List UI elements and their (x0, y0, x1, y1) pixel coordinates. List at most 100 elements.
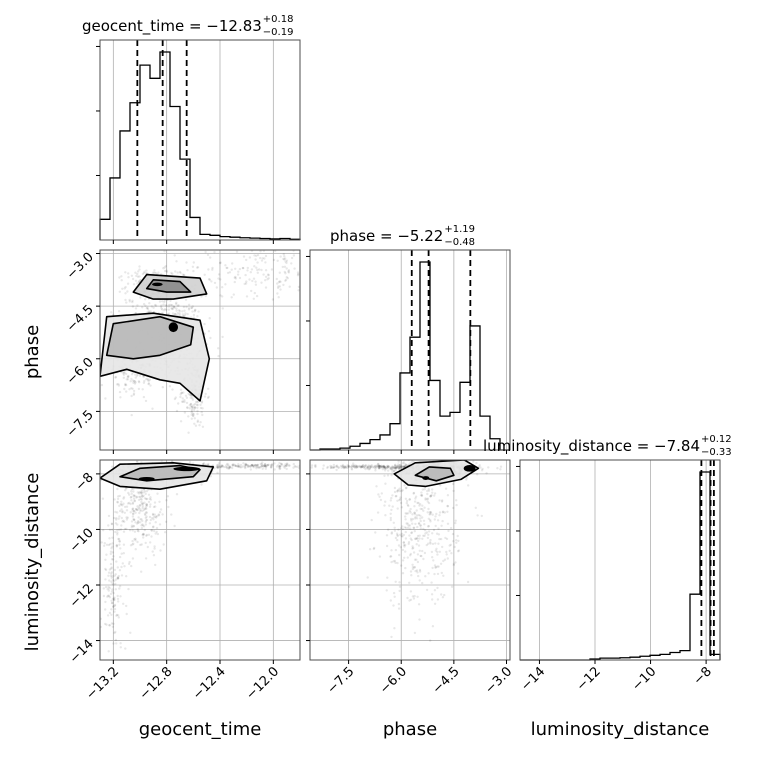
scatter-point (399, 501, 403, 505)
scatter-point (397, 544, 401, 547)
scatter-point (407, 526, 410, 530)
scatter-point (457, 539, 460, 543)
scatter-point (260, 464, 263, 468)
scatter-point (355, 466, 358, 469)
panel-frame-luminosity-distance-vs-geocent-time (99, 459, 301, 661)
scatter-point (160, 307, 163, 310)
scatter-point (429, 510, 432, 514)
scatter-point (108, 624, 111, 627)
scatter-point (275, 277, 278, 281)
scatter-point (153, 269, 156, 272)
scatter-point (110, 576, 113, 579)
scatter-point (202, 463, 205, 466)
scatter-point (134, 376, 137, 379)
scatter-point (431, 598, 434, 601)
scatter-point (210, 280, 213, 283)
scatter-point (353, 465, 356, 469)
hist-phase-bin-15 (460, 382, 470, 450)
scatter-point (288, 285, 291, 288)
scatter-point (135, 274, 138, 278)
scatter-point (217, 273, 221, 276)
scatter-point (405, 512, 408, 515)
scatter-point (123, 505, 127, 509)
scatter-point (408, 265, 410, 267)
scatter-point (385, 589, 388, 592)
scatter-point (154, 271, 158, 275)
scatter-point (107, 585, 110, 589)
title-phase-main: phase = −5.22 (330, 227, 443, 245)
scatter-point (450, 585, 454, 588)
scatter-point (250, 464, 254, 467)
scatter-point (207, 387, 210, 390)
scatter-point (399, 527, 403, 530)
scatter-point (256, 463, 259, 467)
scatter-point (140, 495, 144, 498)
scatter-point (240, 466, 243, 469)
scatter-point (401, 489, 404, 492)
scatter-point (111, 625, 115, 628)
scatter-point (436, 519, 440, 522)
scatter-point (375, 485, 378, 488)
scatter-point (146, 378, 150, 382)
scatter-point (239, 466, 242, 469)
scatter-point (169, 299, 172, 302)
scatter-point (394, 466, 397, 470)
scatter-point (104, 622, 107, 626)
scatter-point (136, 304, 139, 307)
scatter-point (143, 379, 146, 383)
scatter-point (134, 537, 137, 540)
scatter-point (200, 411, 203, 414)
scatter-point (174, 302, 178, 306)
scatter-point (126, 502, 130, 505)
hist-phase-step (310, 261, 510, 451)
scatter-point (418, 504, 421, 507)
scatter-point (145, 503, 149, 507)
scatter-point (153, 547, 156, 550)
scatter-point (285, 464, 289, 467)
scatter-point (380, 465, 384, 468)
scatter-point (151, 526, 155, 529)
scatter-point (387, 469, 390, 472)
scatter-point (427, 533, 430, 536)
scatter-point (195, 403, 198, 407)
scatter-point (383, 465, 386, 468)
scatter-point (228, 466, 231, 469)
scatter-point (403, 456, 405, 458)
scatter-point (439, 562, 443, 565)
hist-geocent-time-step (99, 51, 301, 240)
scatter-point (278, 465, 282, 468)
scatter-point (142, 302, 146, 306)
scatter-point (396, 533, 399, 537)
scatter-point (109, 552, 113, 556)
scatter-point (393, 467, 397, 470)
scatter-point (122, 530, 126, 533)
scatter-point (136, 282, 139, 285)
scatter-point (175, 307, 178, 310)
scatter-point (404, 515, 407, 518)
scatter-point (128, 388, 131, 391)
scatter-point (193, 408, 196, 412)
scatter-point (383, 504, 386, 507)
scatter-point (180, 391, 183, 395)
scatter-point (139, 296, 142, 299)
scatter-point (139, 509, 142, 513)
scatter-point (439, 484, 442, 487)
scatter-point (352, 462, 355, 465)
scatter-point (150, 535, 153, 538)
scatter-point (231, 262, 234, 265)
scatter-point (121, 511, 124, 514)
scatter-point (428, 513, 431, 516)
scatter-point (362, 466, 366, 469)
scatter-point (123, 511, 127, 514)
scatter-point (431, 488, 434, 491)
scatter-point (402, 533, 406, 537)
scatter-point (136, 491, 139, 494)
scatter-point (390, 465, 394, 469)
scatter-point (115, 545, 119, 548)
scatter-point (112, 605, 115, 608)
scatter-point (182, 305, 186, 309)
scatter-point (434, 524, 437, 528)
scatter-point (314, 254, 316, 256)
scatter-point (408, 599, 411, 602)
scatter-point (387, 465, 390, 468)
